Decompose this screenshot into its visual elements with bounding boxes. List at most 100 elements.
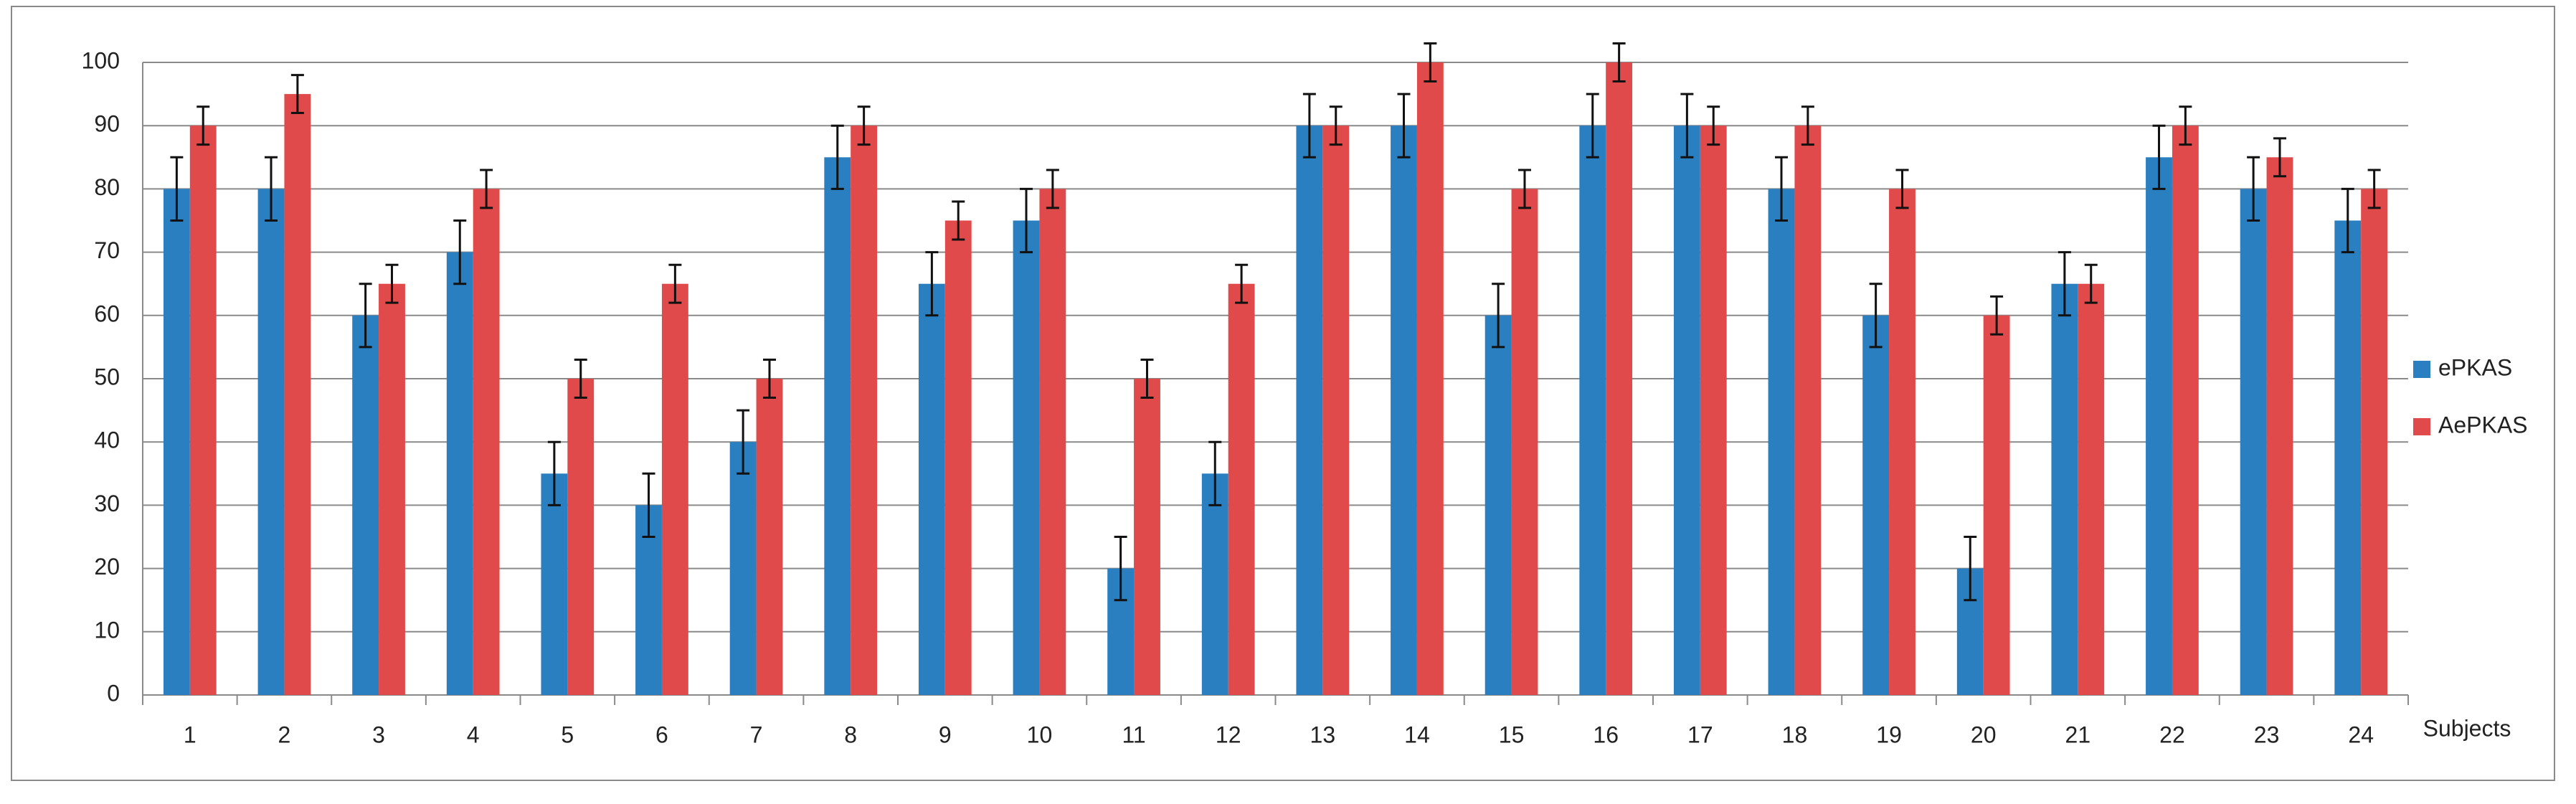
bar: [284, 94, 311, 696]
error-bar: [2179, 105, 2192, 146]
bar: [2334, 220, 2362, 695]
error-bar: [1424, 42, 1437, 82]
bar: [1511, 189, 1538, 695]
bar: [1322, 126, 1350, 695]
x-tick-label: 1: [184, 722, 196, 747]
x-tick-label: 3: [372, 722, 385, 747]
error-bar: [952, 200, 965, 241]
bar: [1700, 126, 1727, 695]
bar: [379, 283, 405, 695]
legend-swatch: [2413, 418, 2430, 435]
error-bar: [1517, 169, 1531, 209]
x-tick-label: 22: [2159, 722, 2185, 747]
error-bar: [1990, 295, 2004, 336]
x-tick-label: 15: [1499, 722, 1525, 747]
error-bar: [857, 105, 871, 146]
x-tick-label: 8: [844, 722, 857, 747]
bar: [257, 189, 285, 695]
x-tick-label: 6: [655, 722, 668, 747]
error-bar: [480, 169, 493, 209]
bar: [661, 283, 688, 695]
x-tick-label: 13: [1310, 722, 1336, 747]
legend-label: ePKAS: [2438, 354, 2512, 380]
bar: [473, 189, 500, 695]
error-bar: [2273, 137, 2286, 178]
bar: [1983, 315, 2010, 695]
bar: [1013, 220, 1040, 695]
error-bar: [196, 105, 210, 146]
x-axis-label: Subjects: [2423, 715, 2511, 741]
bar: [541, 473, 568, 695]
bar: [1768, 189, 1795, 695]
error-bar: [642, 472, 655, 538]
error-bar: [2152, 124, 2166, 190]
bar: [918, 283, 945, 695]
x-tick-label: 10: [1027, 722, 1053, 747]
x-tick-label: 24: [2348, 722, 2374, 747]
error-bar: [2341, 187, 2354, 254]
bar: [1673, 126, 1700, 695]
x-tick-label: 23: [2254, 722, 2280, 747]
x-tick-label: 7: [750, 722, 763, 747]
y-tick-label: 50: [94, 364, 120, 389]
bar: [446, 252, 473, 696]
error-bar: [453, 219, 467, 285]
bar: [851, 126, 878, 695]
x-tick-label: 4: [467, 722, 480, 747]
bar: [756, 379, 783, 695]
error-bar: [1046, 169, 1059, 209]
x-tick-label: 18: [1782, 722, 1808, 747]
bar: [1579, 126, 1606, 695]
error-bar: [1208, 440, 1222, 506]
y-tick-label: 100: [82, 47, 120, 73]
bar: [1039, 189, 1066, 695]
error-bar: [1680, 93, 1694, 159]
y-tick-label: 80: [94, 174, 120, 200]
x-tick-label: 9: [939, 722, 952, 747]
y-tick-label: 20: [94, 554, 120, 580]
x-tick-label: 11: [1122, 722, 1145, 747]
error-bar: [1020, 187, 1033, 254]
x-tick-label: 2: [278, 722, 291, 747]
bar: [1794, 126, 1822, 695]
bar: [1416, 62, 1444, 695]
error-bar: [574, 359, 587, 399]
y-tick-label: 90: [94, 111, 120, 137]
x-tick-label: 16: [1593, 722, 1619, 747]
bar: [1228, 283, 1255, 695]
x-tick-label: 21: [2065, 722, 2091, 747]
error-bar: [1397, 93, 1411, 159]
error-bar: [668, 263, 682, 304]
bar: [189, 126, 217, 695]
error-bar: [1114, 536, 1127, 602]
legend-label: AePKAS: [2438, 412, 2528, 438]
y-tick-label: 70: [94, 237, 120, 263]
error-bar: [385, 263, 399, 304]
bar: [163, 189, 190, 695]
error-bar: [1235, 263, 1249, 304]
error-bar: [170, 156, 184, 222]
error-bar: [265, 156, 278, 222]
error-bar: [1869, 283, 1883, 349]
x-tick-label: 14: [1404, 722, 1430, 747]
error-bar: [2058, 251, 2071, 317]
error-bar: [762, 359, 776, 399]
y-tick-label: 40: [94, 427, 120, 453]
bar: [2172, 126, 2199, 695]
error-bar: [1586, 93, 1599, 159]
error-bar: [290, 74, 304, 115]
y-tick-label: 30: [94, 491, 120, 516]
y-tick-label: 0: [107, 680, 120, 706]
bar: [944, 220, 972, 695]
error-bar: [547, 440, 561, 506]
error-bar: [830, 124, 844, 190]
bar: [824, 157, 851, 696]
chart-frame: [11, 6, 2555, 781]
bar: [729, 442, 757, 695]
error-bar: [1302, 93, 1316, 159]
bar: [1391, 126, 1417, 695]
bar: [2146, 157, 2172, 696]
error-bar: [2367, 169, 2381, 209]
error-bar: [359, 283, 372, 349]
